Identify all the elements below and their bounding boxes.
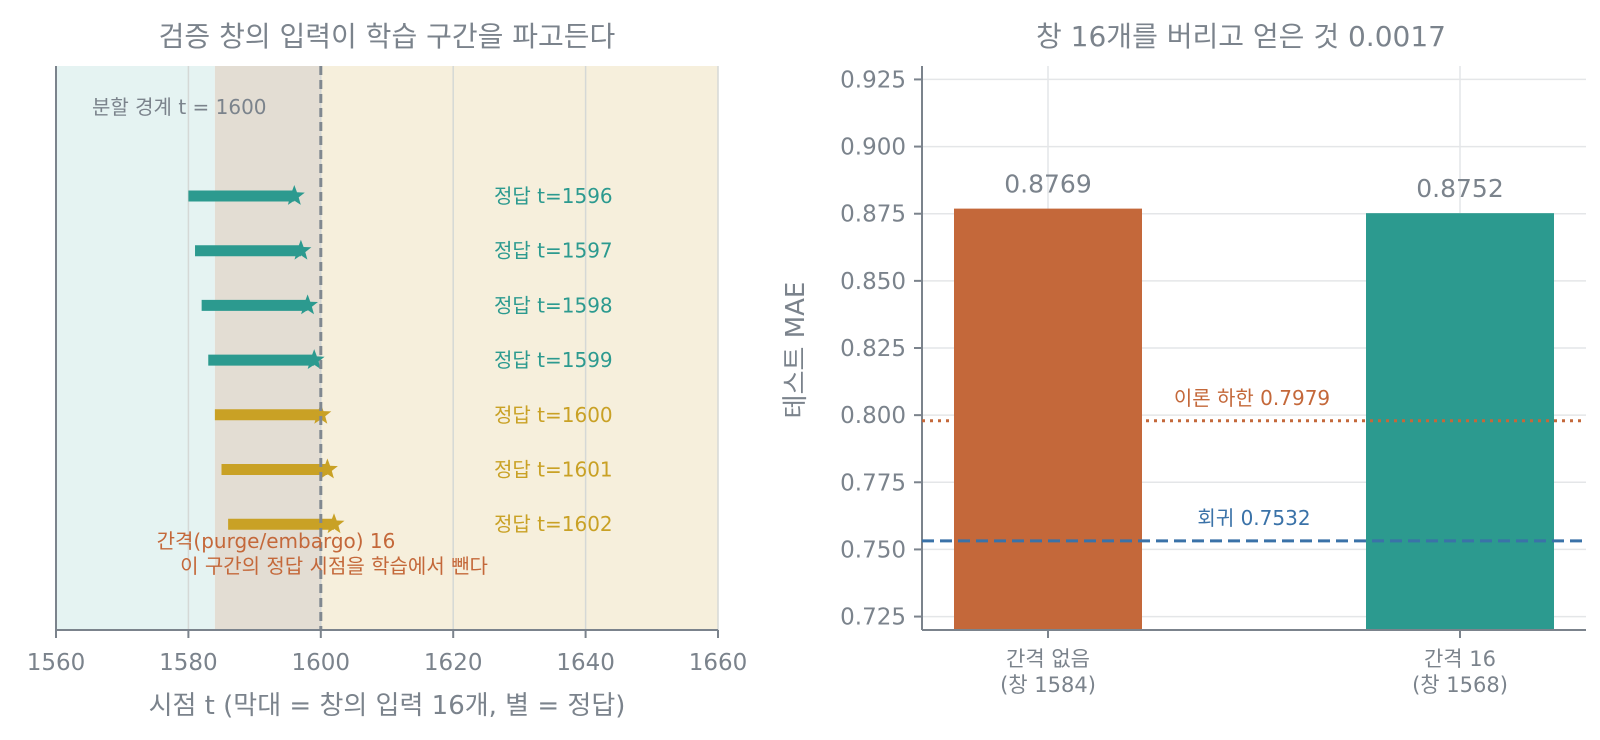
left-x-ticks: 1560 1580 1600 1620 1640 1660	[27, 630, 748, 676]
answer-star	[323, 513, 345, 534]
answer-star	[303, 349, 325, 369]
right-y-axis-label: 테스트 MAE	[781, 282, 811, 419]
x-tick-label: 1600	[292, 650, 351, 676]
y-tick-label: 0.725	[840, 605, 906, 631]
answer-labels: 정답 t=1596 정답 t=1597 정답 t=1598 정답 t=1599 정답 t…	[494, 184, 613, 536]
answer-label: 정답 t=1602	[494, 512, 613, 536]
reference-line-label: 이론 하한 0.7979	[1174, 386, 1330, 410]
x-tick-label: 1640	[556, 650, 615, 676]
left-x-axis-label: 시점 t (막대 = 창의 입력 16개, 별 = 정답)	[149, 691, 626, 721]
answer-star	[283, 185, 305, 205]
x-tick-label: 1580	[159, 650, 218, 676]
answer-label: 정답 t=1597	[494, 239, 613, 263]
right-y-ticks: 0.725 0.750 0.775 0.800 0.825 0.850 0.875 0.900…	[840, 67, 922, 631]
x-tick-label: 1660	[689, 650, 748, 676]
x-tick-label: (창 1584)	[1000, 673, 1096, 697]
left-axes	[55, 66, 718, 631]
left-chart-title: 검증 창의 입력이 학습 구간을 파고든다	[159, 20, 616, 53]
bar-value-label: 0.8769	[1004, 170, 1091, 199]
answer-label: 정답 t=1598	[494, 293, 613, 317]
y-tick-label: 0.750	[840, 537, 906, 563]
y-tick-label: 0.875	[840, 202, 906, 228]
x-tick-label: 간격 없음	[1006, 647, 1090, 671]
gap-annotation-line-2: 이 구간의 정답 시점을 학습에서 뺀다	[180, 554, 488, 578]
bar-value-label: 0.8752	[1416, 174, 1503, 203]
reference-line-label: 회귀 0.7532	[1197, 506, 1310, 530]
answer-star	[310, 403, 332, 424]
answer-star	[297, 294, 318, 315]
y-tick-label: 0.825	[840, 336, 906, 362]
right-x-ticks: 간격 없음(창 1584) 간격 16(창 1568)	[1000, 630, 1508, 697]
x-tick-label: (창 1568)	[1412, 673, 1508, 697]
x-tick-label: 간격 16	[1424, 647, 1496, 671]
region-gap	[214, 66, 321, 630]
y-tick-label: 0.775	[840, 470, 906, 496]
region-validation	[320, 66, 718, 630]
split-boundary-label: 분할 경계 t = 1600	[92, 95, 267, 119]
reference-lines: 이론 하한 0.7979 회귀 0.7532	[922, 386, 1586, 543]
left-chart: 검증 창의 입력이 학습 구간을 파고든다 정답 t=1596 정답 t=1597…	[27, 20, 748, 721]
input-windows	[188, 185, 345, 534]
answer-star	[290, 239, 312, 260]
answer-label: 정답 t=1599	[494, 348, 613, 372]
mae-bar	[954, 208, 1142, 630]
y-tick-label: 0.800	[840, 403, 906, 429]
answer-label: 정답 t=1596	[494, 184, 613, 208]
gap-annotation-line-1: 간격(purge/embargo) 16	[157, 529, 396, 553]
x-tick-label: 1620	[424, 650, 483, 676]
answer-star	[317, 458, 338, 479]
y-tick-label: 0.925	[840, 67, 906, 93]
answer-label: 정답 t=1600	[494, 403, 613, 427]
right-chart-title: 창 16개를 버리고 얻은 것 0.0017	[1036, 20, 1446, 53]
x-tick-label: 1560	[27, 650, 86, 676]
answer-label: 정답 t=1601	[494, 458, 613, 482]
right-chart: 창 16개를 버리고 얻은 것 0.0017 0.8769 0.8752 0.72…	[781, 20, 1586, 697]
y-tick-label: 0.850	[840, 269, 906, 295]
y-tick-label: 0.900	[840, 135, 906, 161]
